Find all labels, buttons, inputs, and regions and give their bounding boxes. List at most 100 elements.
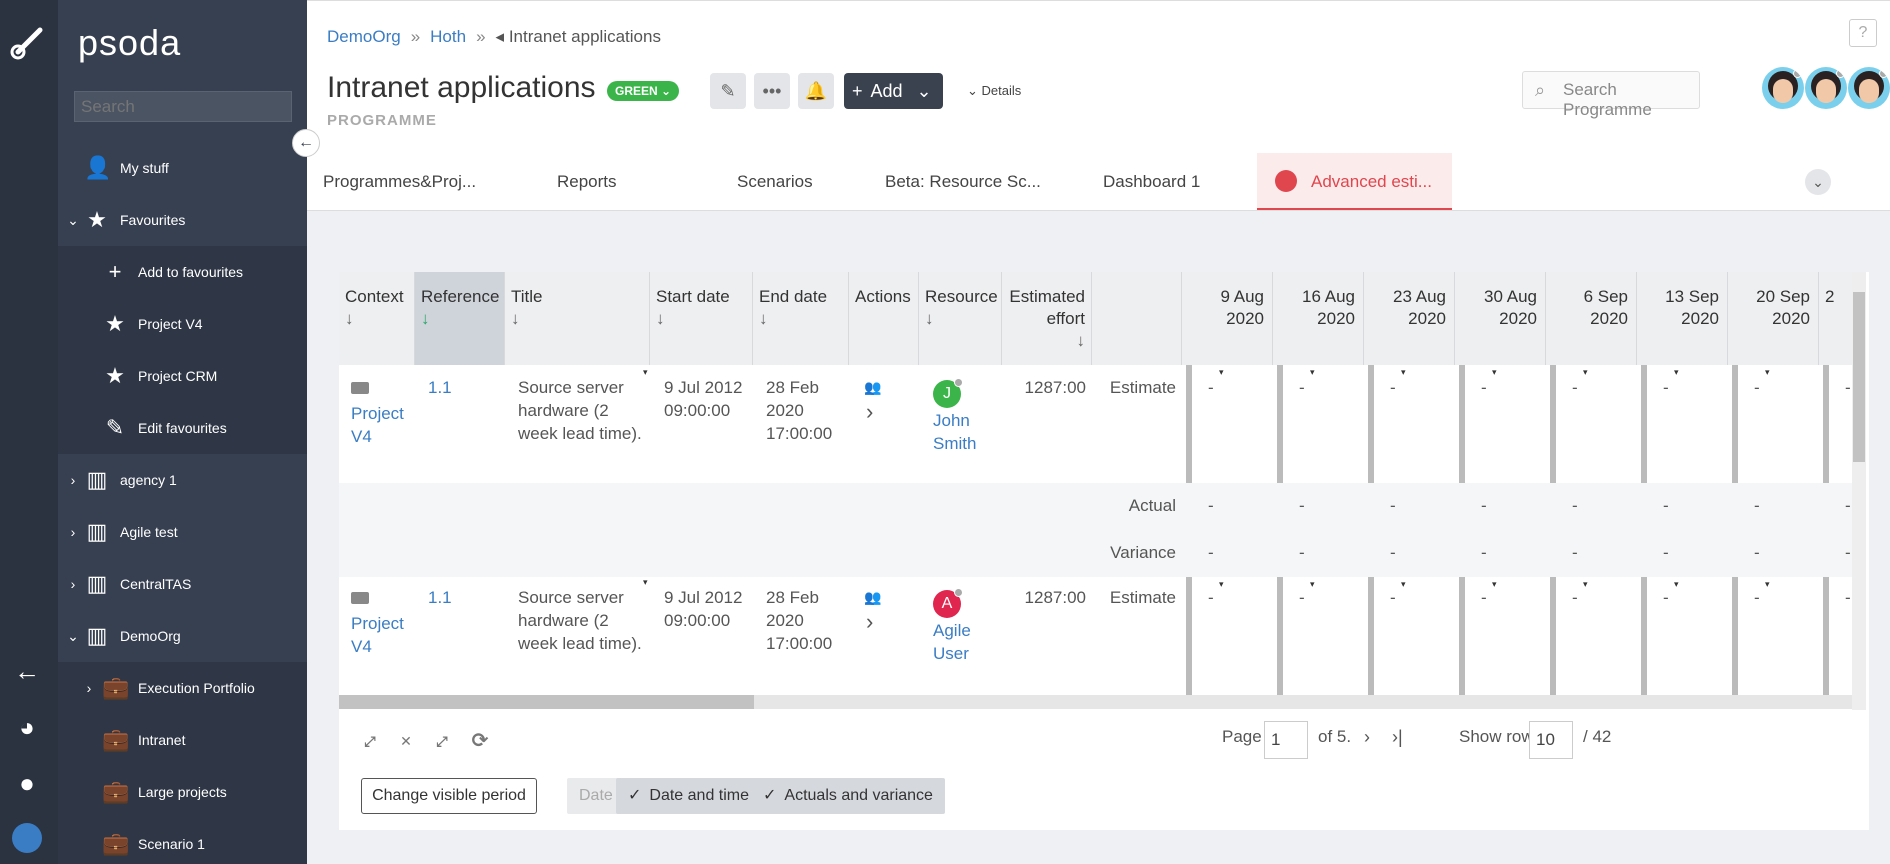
dropdown-marker[interactable]: ▾ (1583, 579, 1588, 589)
chevron-down-icon[interactable]: ⌄ (67, 211, 79, 228)
dropdown-marker[interactable]: ▾ (1583, 367, 1588, 377)
chevron-right-icon[interactable]: › (70, 576, 76, 592)
column-header-week[interactable]: 9 Aug 2020 (1182, 272, 1273, 365)
team-icon[interactable]: 👥 (864, 379, 882, 395)
details-toggle[interactable]: ⌄ Details (967, 83, 1022, 98)
dropdown-marker[interactable]: ▾ (1492, 367, 1497, 377)
week-value[interactable]: - (1299, 588, 1305, 607)
date-toggle[interactable]: Date (567, 778, 625, 814)
sidebar-item-add-favourites[interactable]: + Add to favourites (58, 246, 307, 298)
column-header-reference[interactable]: Reference ↓ (415, 272, 505, 365)
add-button[interactable]: + Add ⌄ (844, 73, 943, 109)
row-resource-link[interactable]: Agile User (933, 621, 971, 663)
page-number-input[interactable] (1264, 721, 1308, 759)
horizontal-scrollbar[interactable] (339, 695, 1852, 709)
column-header-week[interactable]: 30 Aug 2020 (1455, 272, 1546, 365)
week-value[interactable]: - (1572, 378, 1578, 397)
sidebar-item-scenario-1[interactable]: 💼 Scenario 1 (58, 818, 307, 864)
chevron-right-icon[interactable]: › (866, 609, 874, 634)
dropdown-marker[interactable]: ▾ (1310, 367, 1315, 377)
back-arrow-icon[interactable]: ← (14, 656, 40, 686)
week-value[interactable]: - (1208, 378, 1214, 397)
sidebar-item-my-stuff[interactable]: 👤 My stuff (58, 142, 307, 194)
dropdown-marker[interactable]: ▾ (1219, 579, 1224, 589)
column-header-week[interactable]: 13 Sep 2020 (1637, 272, 1728, 365)
column-header-estimated-effort[interactable]: Estimated effort ↓ (1002, 272, 1092, 365)
export-csv-icon[interactable]: ⤢ (364, 733, 376, 749)
notifications-button[interactable]: 🔔 (798, 73, 834, 109)
chevron-right-icon[interactable]: › (866, 399, 874, 424)
column-header-week[interactable]: 20 Sep 2020 (1728, 272, 1819, 365)
last-page-button[interactable]: ›| (1392, 727, 1403, 747)
column-header-week[interactable]: 2 (1819, 272, 1852, 365)
column-header-resource[interactable]: Resource ↓ (919, 272, 1002, 365)
dropdown-marker[interactable]: ▾ (1401, 579, 1406, 589)
column-header-week[interactable]: 23 Aug 2020 (1364, 272, 1455, 365)
export-xls-icon[interactable]: ✕ (400, 733, 412, 749)
sidebar-item-execution-portfolio[interactable]: › 💼 Execution Portfolio (58, 662, 307, 714)
tab-programmes-projects[interactable]: Programmes&Proj... (323, 172, 477, 191)
tab-reports[interactable]: Reports (557, 172, 617, 191)
dropdown-marker[interactable]: ▾ (1765, 367, 1770, 377)
sidebar-item-favourites[interactable]: ⌄ ★ Favourites (58, 194, 307, 246)
groups-icon[interactable]: ● (19, 768, 35, 798)
refresh-icon[interactable]: ⟳ (471, 730, 489, 752)
column-header-week[interactable]: 16 Aug 2020 (1273, 272, 1364, 365)
date-and-time-toggle[interactable]: ✓ Date and time (616, 778, 762, 814)
tab-advanced-estimates[interactable]: Advanced esti... (1257, 153, 1452, 210)
dropdown-marker[interactable]: ▾ (1219, 367, 1224, 377)
column-header-context[interactable]: Context ↓ (339, 272, 415, 365)
collapse-sidebar-button[interactable]: ← (292, 129, 320, 157)
sidebar-item-agency-1[interactable]: › ▥ agency 1 (58, 454, 307, 506)
tabs-more-button[interactable]: ⌄ (1805, 169, 1831, 195)
chevron-right-icon[interactable]: › (70, 524, 76, 540)
dropdown-marker[interactable]: ▾ (1674, 579, 1679, 589)
week-value[interactable]: - (1299, 378, 1305, 397)
dropdown-marker[interactable]: ▾ (1674, 367, 1679, 377)
column-header-title[interactable]: Title ↓ (505, 272, 650, 365)
week-value[interactable]: - (1390, 588, 1396, 607)
week-value[interactable]: - (1663, 588, 1669, 607)
tab-dashboard-1[interactable]: Dashboard 1 (1103, 172, 1201, 191)
breadcrumb-hoth[interactable]: Hoth (430, 27, 467, 46)
tab-scenarios[interactable]: Scenarios (737, 172, 813, 191)
breadcrumb-demoorg[interactable]: DemoOrg (327, 27, 401, 46)
next-page-button[interactable]: › (1364, 727, 1370, 747)
sidebar-item-demoorg[interactable]: ⌄ ▥ DemoOrg (58, 610, 307, 662)
vertical-scrollbar[interactable] (1852, 272, 1866, 710)
show-rows-input[interactable] (1529, 721, 1573, 759)
dropdown-marker[interactable]: ▾ (643, 367, 648, 377)
programme-search-input[interactable]: ⌕ Search Programme (1522, 71, 1700, 119)
week-value[interactable]: - (1390, 378, 1396, 397)
row-resource-link[interactable]: John Smith (933, 411, 977, 453)
dropdown-marker[interactable]: ▾ (643, 577, 648, 587)
team-icon[interactable]: 👥 (864, 589, 882, 605)
week-value[interactable]: - (1754, 378, 1760, 397)
week-value[interactable]: - (1663, 378, 1669, 397)
column-header-week[interactable]: 6 Sep 2020 (1546, 272, 1637, 365)
week-value[interactable]: - (1754, 588, 1760, 607)
column-header-end-date[interactable]: End date ↓ (753, 272, 849, 365)
change-visible-period-button[interactable]: Change visible period (361, 778, 537, 814)
vertical-scrollbar-thumb[interactable] (1853, 292, 1865, 462)
sidebar-item-centraltas[interactable]: › ▥ CentralTAS (58, 558, 307, 610)
more-button[interactable]: ••• (754, 73, 790, 109)
sidebar-item-project-v4[interactable]: ★ Project V4 (58, 298, 307, 350)
tab-resource-scheduling[interactable]: Beta: Resource Sc... (885, 172, 1041, 191)
week-value[interactable]: - (1481, 378, 1487, 397)
dropdown-marker[interactable]: ▾ (1765, 579, 1770, 589)
avatar[interactable] (1805, 67, 1847, 109)
chevron-right-icon[interactable]: › (70, 472, 76, 488)
status-badge[interactable]: GREEN ⌄ (607, 81, 680, 101)
week-value[interactable]: - (1845, 378, 1851, 397)
dropdown-marker[interactable]: ▾ (1310, 579, 1315, 589)
week-value[interactable]: - (1845, 588, 1851, 607)
dropdown-marker[interactable]: ▾ (1492, 579, 1497, 589)
sidebar-search-input[interactable] (74, 91, 292, 122)
sidebar-item-project-crm[interactable]: ★ Project CRM (58, 350, 307, 402)
globe-icon[interactable]: ◕ (19, 712, 35, 742)
row-reference-link[interactable]: 1.1 (428, 378, 452, 397)
sidebar-item-large-projects[interactable]: 💼 Large projects (58, 766, 307, 818)
row-context-link[interactable]: Project V4 (351, 404, 404, 446)
row-reference-link[interactable]: 1.1 (428, 588, 452, 607)
